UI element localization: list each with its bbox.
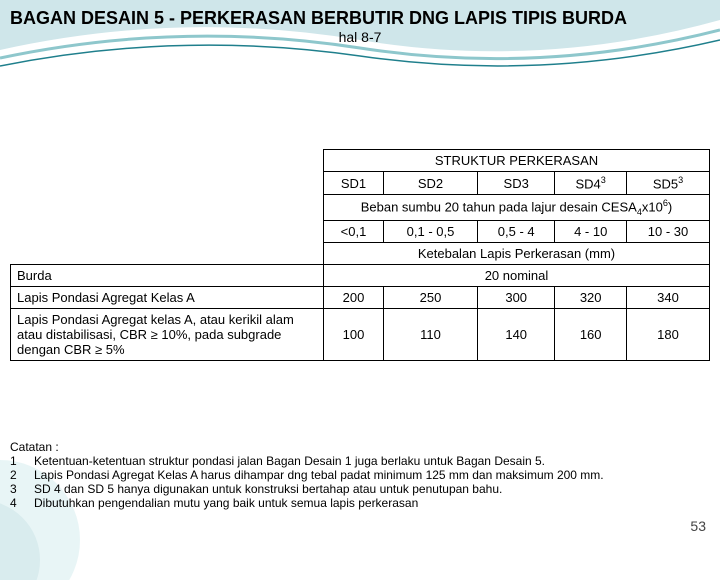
beban-v4: 4 - 10	[555, 221, 627, 243]
notes-block: Catatan : 1 Ketentuan-ketentuan struktur…	[10, 440, 710, 510]
design-table: STRUKTUR PERKERASAN SD1 SD2 SD3 SD43 SD5…	[10, 149, 710, 361]
header-struktur: STRUKTUR PERKERASAN	[324, 150, 710, 172]
note-4: 4 Dibutuhkan pengendalian mutu yang baik…	[10, 496, 710, 510]
note-1: 1 Ketentuan-ketentuan struktur pondasi j…	[10, 454, 710, 468]
lpa-v4: 320	[555, 287, 627, 309]
page-subtitle: hal 8-7	[0, 29, 720, 49]
row-burda-val: 20 nominal	[324, 265, 710, 287]
lpa2-v2: 110	[383, 309, 477, 361]
blank-cell	[11, 150, 324, 172]
lpa2-v4: 160	[555, 309, 627, 361]
col-sd5: SD53	[627, 172, 710, 195]
page-title: BAGAN DESAIN 5 - PERKERASAN BERBUTIR DNG…	[0, 0, 720, 29]
beban-v5: 10 - 30	[627, 221, 710, 243]
page-number: 53	[690, 518, 706, 534]
col-sd1: SD1	[324, 172, 384, 195]
note-2: 2 Lapis Pondasi Agregat Kelas A harus di…	[10, 468, 710, 482]
lpa2-v5: 180	[627, 309, 710, 361]
lpa-v2: 250	[383, 287, 477, 309]
row-lpa2-label: Lapis Pondasi Agregat kelas A, atau keri…	[11, 309, 324, 361]
lpa-v3: 300	[478, 287, 555, 309]
col-sd2: SD2	[383, 172, 477, 195]
notes-title: Catatan :	[10, 440, 710, 454]
lpa-v5: 340	[627, 287, 710, 309]
row-lpa-label: Lapis Pondasi Agregat Kelas A	[11, 287, 324, 309]
lpa-v1: 200	[324, 287, 384, 309]
row-beban-label: Beban sumbu 20 tahun pada lajur desain C…	[324, 195, 710, 221]
beban-v3: 0,5 - 4	[478, 221, 555, 243]
col-sd3: SD3	[478, 172, 555, 195]
note-3: 3 SD 4 dan SD 5 hanya digunakan untuk ko…	[10, 482, 710, 496]
beban-v1: <0,1	[324, 221, 384, 243]
beban-v2: 0,1 - 0,5	[383, 221, 477, 243]
lpa2-v1: 100	[324, 309, 384, 361]
col-sd4: SD43	[555, 172, 627, 195]
lpa2-v3: 140	[478, 309, 555, 361]
row-ketebalan: Ketebalan Lapis Perkerasan (mm)	[324, 243, 710, 265]
row-burda-label: Burda	[11, 265, 324, 287]
